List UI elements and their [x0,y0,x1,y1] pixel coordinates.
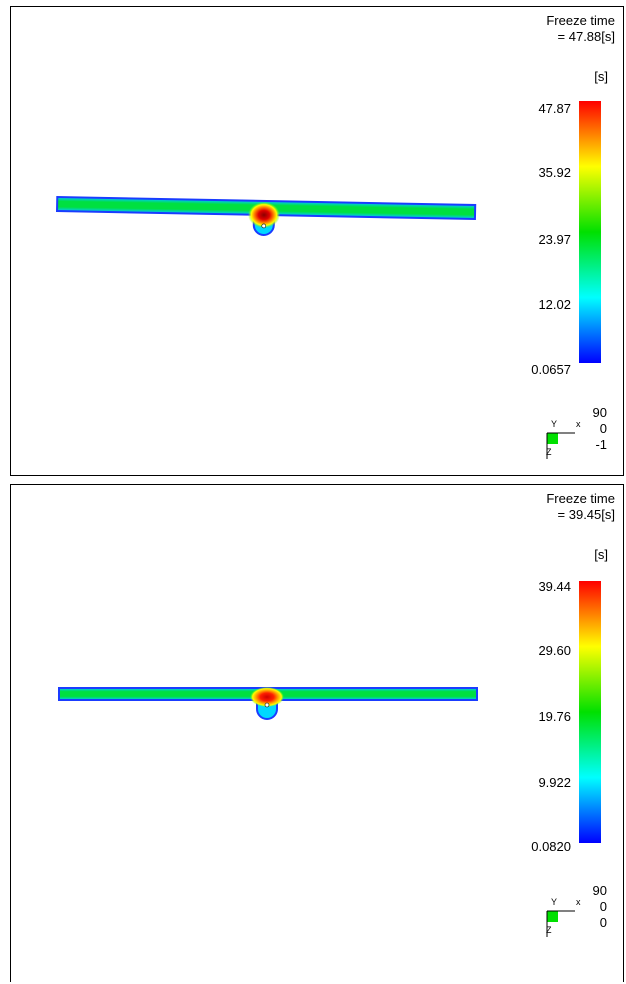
orientation-triad-icon [546,910,575,937]
colorbar-tick-4: 9.922 [538,775,571,790]
view-angle-b: 0 [599,421,607,436]
colorbar-min: 0.0820 [531,839,571,854]
freeze-time-title: Freeze time = 39.45[s] [546,491,615,523]
view-angle-a: 90 [592,405,607,420]
result-viewport-bottom[interactable]: Freeze time = 39.45[s] [s] [10,484,624,982]
colorbar [579,581,601,843]
colorbar-unit: [s] [594,547,608,562]
result-viewport-top[interactable]: Freeze time = 47.88[s] [s] [10,6,624,476]
axis-x-label: x [576,419,581,429]
part-body [58,687,478,720]
title-line2: = 47.88[s] [557,29,615,44]
colorbar-unit: [s] [594,69,608,84]
axis-x-label: x [576,897,581,907]
orientation-triad-icon [546,432,575,459]
colorbar-gradient [579,101,601,363]
colorbar-tick-4: 12.02 [538,297,571,312]
colorbar-max: 47.87 [538,101,571,116]
axis-z-label: Z [546,925,552,935]
view-angle-b: 0 [599,899,607,914]
colorbar-tick-3: 19.76 [538,709,571,724]
colorbar-tick-2: 29.60 [538,643,571,658]
title-line1: Freeze time [546,491,615,506]
colorbar-max: 39.44 [538,579,571,594]
view-angle-c: 0 [599,915,607,930]
colorbar-min: 0.0657 [531,362,571,377]
axis-z-label: Z [546,447,552,457]
freeze-time-title: Freeze time = 47.88[s] [546,13,615,45]
view-angle-c: -1 [595,437,607,452]
colorbar-tick-3: 23.97 [538,232,571,247]
colorbar-gradient [579,581,601,843]
axis-y-label: Y [551,897,558,907]
part-model [56,195,477,236]
view-angle-a: 90 [592,883,607,898]
colorbar [579,101,601,363]
title-line1: Freeze time [546,13,615,28]
part-body [56,195,477,236]
axis-y-label: Y [551,419,558,429]
part-model [58,687,478,720]
colorbar-tick-2: 35.92 [538,165,571,180]
title-line2: = 39.45[s] [557,507,615,522]
